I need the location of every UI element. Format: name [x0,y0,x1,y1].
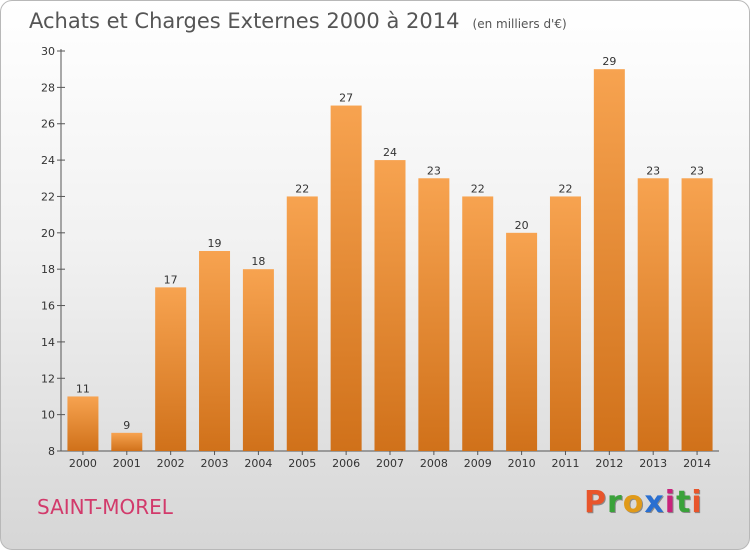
bar-2008 [418,178,450,452]
y-tick-label: 28 [41,81,55,94]
bar-2014 [681,178,713,452]
data-label-2011: 22 [558,182,572,195]
bar-2012 [593,69,625,451]
data-label-2004: 18 [251,255,265,268]
bar-2011 [549,196,581,451]
y-tick-label: 14 [41,336,55,349]
x-tick-label: 2003 [201,457,229,470]
y-tick-label: 20 [41,227,55,240]
data-label-2002: 17 [164,273,178,286]
y-tick-label: 26 [41,118,55,131]
data-label-2007: 24 [383,146,397,159]
bar-2005 [286,196,318,451]
commune-name: SAINT-MOREL [37,495,173,519]
brand-logo: Proxiti [584,485,703,520]
x-tick-label: 2009 [464,457,492,470]
x-tick-label: 2004 [244,457,272,470]
data-label-2001: 9 [123,419,130,432]
x-tick-label: 2010 [508,457,536,470]
x-tick-label: 2012 [595,457,623,470]
bar-2002 [155,287,187,451]
data-label-2008: 23 [427,164,441,177]
data-label-2012: 29 [602,55,616,68]
bar-2013 [637,178,669,452]
y-tick-label: 12 [41,372,55,385]
x-tick-label: 2011 [551,457,579,470]
y-tick-label: 8 [48,445,55,458]
data-label-2006: 27 [339,92,353,105]
brand-letter: t [676,485,692,520]
x-tick-label: 2014 [683,457,711,470]
y-tick-label: 24 [41,154,55,167]
bars [67,69,713,452]
brand-letter: r [607,485,623,520]
y-tick-label: 10 [41,409,55,422]
data-label-2005: 22 [295,182,309,195]
bar-2003 [199,251,231,451]
bar-2010 [506,232,538,451]
data-labels: 11 9 17 19 18 22 27 24 23 22 20 22 29 23 23 [76,55,704,432]
x-tick-label: 2001 [113,457,141,470]
chart-title-unit: (en milliers d'€) [472,17,567,31]
data-label-2014: 23 [690,164,704,177]
axes: 8 10 12 14 16 18 20 22 24 26 28 30 2000 2001 2002 2003 2… [41,45,719,470]
y-tick-label: 30 [41,45,55,58]
bar-2006 [330,105,362,451]
brand-letter: x [644,485,665,520]
data-label-2013: 23 [646,164,660,177]
x-tick-label: 2008 [420,457,448,470]
chart-title-main: Achats et Charges Externes 2000 à 2014 [29,9,460,33]
y-tick-label: 16 [41,300,55,313]
bar-2004 [242,269,274,451]
bar-2009 [462,196,494,451]
x-tick-label: 2000 [69,457,97,470]
y-tick-label: 18 [41,263,55,276]
bar-2000 [67,396,99,451]
x-tick-label: 2013 [639,457,667,470]
chart-title: Achats et Charges Externes 2000 à 2014 (… [29,9,567,33]
brand-letter: i [691,485,703,520]
brand-letter: P [584,485,607,520]
brand-letter: o [622,485,645,520]
data-label-2000: 11 [76,382,90,395]
x-tick-label: 2002 [157,457,185,470]
x-tick-label: 2007 [376,457,404,470]
data-label-2010: 20 [515,219,529,232]
y-tick-label: 22 [41,190,55,203]
x-tick-label: 2005 [288,457,316,470]
brand-letter: i [664,485,677,520]
data-label-2003: 19 [208,237,222,250]
bar-2007 [374,160,406,451]
data-label-2009: 22 [471,182,485,195]
x-tick-label: 2006 [332,457,360,470]
bar-2001 [111,432,143,451]
